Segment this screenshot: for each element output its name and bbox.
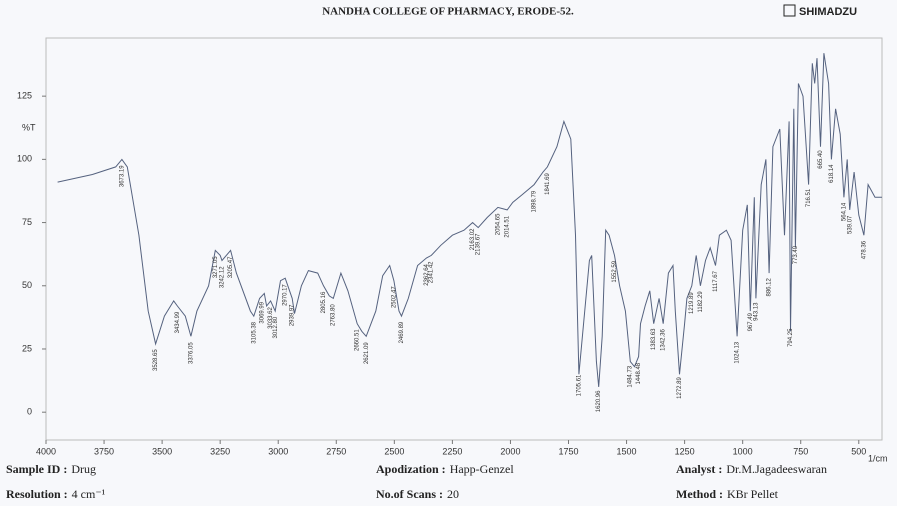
peak-label: 1117.67 bbox=[713, 270, 719, 291]
peak-label: 2502.47 bbox=[391, 286, 397, 308]
info-field: Resolution : 4 cm⁻¹ bbox=[6, 487, 106, 501]
x-tick-label: 1500 bbox=[617, 446, 637, 456]
info-label: Resolution : bbox=[6, 487, 68, 501]
info-label: No.of Scans : bbox=[376, 487, 443, 501]
peak-label: 1272.89 bbox=[677, 376, 683, 398]
peak-label: 2970.17 bbox=[283, 284, 289, 306]
info-field: Apodization : Happ-Genzel bbox=[376, 462, 514, 476]
x-tick-label: 2250 bbox=[442, 446, 462, 456]
y-axis-label: %T bbox=[22, 122, 36, 132]
peak-label: 3271.05 bbox=[213, 256, 219, 278]
peak-label: 2014.51 bbox=[505, 215, 511, 237]
info-label: Sample ID : bbox=[6, 462, 67, 476]
y-tick-label: 0 bbox=[27, 407, 32, 417]
peak-label: 564.14 bbox=[841, 202, 847, 221]
peak-label: 539.07 bbox=[847, 215, 853, 234]
peak-label: 3033.62 bbox=[268, 306, 274, 328]
peak-label: 3205.47 bbox=[228, 256, 234, 278]
plot-frame bbox=[45, 37, 883, 441]
info-value: Drug bbox=[71, 462, 96, 476]
peak-label: 1841.69 bbox=[545, 172, 551, 194]
peak-label: 3012.80 bbox=[273, 316, 279, 338]
peak-label: 773.40 bbox=[793, 245, 799, 264]
y-tick-label: 125 bbox=[17, 91, 32, 101]
peak-label: 1383.63 bbox=[651, 328, 657, 350]
x-tick-label: 2000 bbox=[500, 446, 520, 456]
peak-label: 2469.89 bbox=[399, 321, 405, 343]
info-value: 4 cm⁻¹ bbox=[72, 487, 106, 501]
x-tick-label: 1000 bbox=[733, 446, 753, 456]
peak-label: 943.13 bbox=[753, 302, 759, 321]
x-tick-label: 750 bbox=[793, 446, 808, 456]
x-tick-label: 4000 bbox=[36, 446, 56, 456]
info-value: KBr Pellet bbox=[727, 487, 779, 501]
peak-label: 665.40 bbox=[818, 150, 824, 169]
brand: SHIMADZU bbox=[799, 6, 857, 18]
info-label: Method : bbox=[676, 487, 723, 501]
peak-label: 3434.99 bbox=[175, 311, 181, 333]
peak-label: 3069.99 bbox=[260, 301, 266, 323]
peak-label: 886.12 bbox=[767, 278, 773, 297]
peak-label: 2163.02 bbox=[470, 228, 476, 250]
y-tick-label: 50 bbox=[22, 280, 32, 290]
peak-label: 967.49 bbox=[748, 312, 754, 331]
peak-label: 2054.65 bbox=[495, 213, 501, 235]
peak-label: 2362.64 bbox=[424, 263, 430, 285]
brand-logo bbox=[783, 4, 796, 17]
peak-label: 1448.48 bbox=[636, 362, 642, 384]
peak-label: 2621.09 bbox=[364, 342, 370, 364]
y-tick-label: 25 bbox=[22, 343, 32, 353]
peak-label: 2939.97 bbox=[290, 304, 296, 326]
info-label: Apodization : bbox=[376, 462, 446, 476]
peak-label: 3376.05 bbox=[188, 342, 194, 364]
peak-label: 2805.16 bbox=[321, 291, 327, 313]
peak-label: 618.14 bbox=[829, 164, 835, 183]
peak-label: 1552.59 bbox=[612, 260, 618, 282]
info-value: Dr.M.Jagadeeswaran bbox=[726, 462, 827, 476]
peak-label: 3528.65 bbox=[153, 349, 159, 371]
y-tick-label: 100 bbox=[17, 154, 32, 164]
info-field: Sample ID : Drug bbox=[6, 462, 96, 476]
page-title: NANDHA COLLEGE OF PHARMACY, ERODE-52. bbox=[322, 6, 574, 18]
x-tick-label: 1750 bbox=[558, 446, 578, 456]
peak-label: 1342.36 bbox=[661, 329, 667, 351]
x-tick-label: 3250 bbox=[210, 446, 230, 456]
peak-label: 478.36 bbox=[861, 240, 867, 259]
x-tick-label: 3000 bbox=[268, 446, 288, 456]
peak-label: 2139.67 bbox=[476, 233, 482, 255]
x-tick-label: 3750 bbox=[94, 446, 114, 456]
x-axis-label: 1/cm bbox=[868, 453, 888, 463]
peak-label: 2341.42 bbox=[429, 261, 435, 283]
spectrum-line bbox=[57, 53, 882, 387]
peak-label: 1024.13 bbox=[735, 341, 741, 363]
peak-label: 1219.89 bbox=[689, 292, 695, 314]
peak-label: 716.51 bbox=[806, 188, 812, 207]
peak-label: 1620.96 bbox=[596, 390, 602, 412]
peak-label: 3105.38 bbox=[251, 321, 257, 343]
x-tick-label: 500 bbox=[851, 446, 866, 456]
info-value: 20 bbox=[447, 487, 459, 501]
peak-label: 1182.29 bbox=[698, 291, 704, 313]
y-tick-label: 75 bbox=[22, 217, 32, 227]
x-tick-label: 2750 bbox=[326, 446, 346, 456]
x-tick-label: 2500 bbox=[384, 446, 404, 456]
peak-label: 3673.19 bbox=[119, 165, 125, 187]
peak-label: 2763.80 bbox=[331, 304, 337, 326]
x-tick-label: 3500 bbox=[152, 446, 172, 456]
info-value: Happ-Genzel bbox=[450, 462, 515, 476]
peak-label: 2660.51 bbox=[355, 329, 361, 351]
peak-label: 1898.79 bbox=[532, 190, 538, 212]
peak-label: 794.25 bbox=[788, 328, 794, 347]
info-field: No.of Scans : 20 bbox=[376, 487, 459, 501]
peak-label: 3242.12 bbox=[220, 266, 226, 288]
x-tick-label: 1250 bbox=[675, 446, 695, 456]
info-label: Analyst : bbox=[676, 462, 722, 476]
peak-label: 1484.73 bbox=[628, 365, 634, 387]
info-field: Analyst : Dr.M.Jagadeeswaran bbox=[676, 462, 827, 476]
peak-label: 1705.61 bbox=[576, 374, 582, 396]
info-field: Method : KBr Pellet bbox=[676, 487, 779, 501]
